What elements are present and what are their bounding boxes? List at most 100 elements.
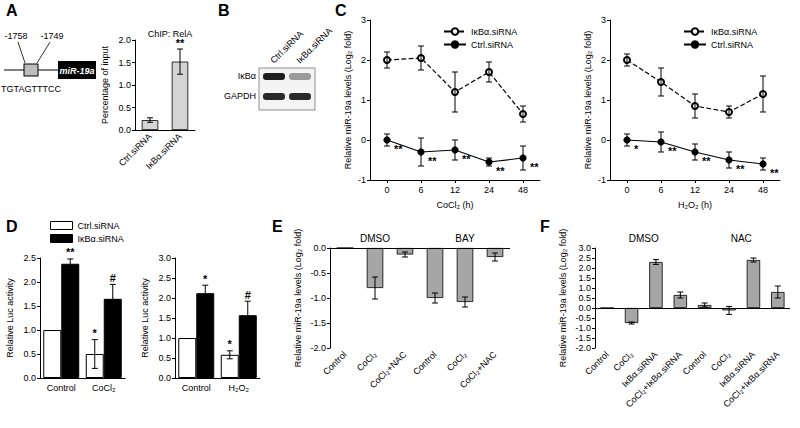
svg-text:1: 1 [361,95,366,105]
svg-text:3.0: 3.0 [158,253,171,263]
svg-text:IκBα.siRNA: IκBα.siRNA [78,234,124,244]
svg-text:CoCl₂+NAC: CoCl₂+NAC [458,349,499,390]
svg-text:0.0: 0.0 [578,303,591,313]
svg-text:**: ** [530,161,539,173]
svg-text:1.0: 1.0 [118,80,131,90]
svg-text:12: 12 [690,185,700,195]
svg-text:2.0: 2.0 [158,293,171,303]
svg-text:1.5: 1.5 [158,313,171,323]
svg-text:CoCl₂+IκBα.siRNA: CoCl₂+IκBα.siRNA [721,349,781,409]
svg-text:*: * [93,327,98,339]
svg-text:DMSO: DMSO [360,233,390,244]
svg-text:**: ** [668,145,677,157]
svg-text:**: ** [66,246,75,258]
svg-text:2.0: 2.0 [23,277,36,287]
svg-text:-1.5: -1.5 [310,318,326,328]
svg-text:Control: Control [411,349,439,377]
svg-text:CoCl₂ (h): CoCl₂ (h) [437,200,474,210]
svg-text:0.5: 0.5 [578,293,591,303]
svg-text:IκBα.siRNA: IκBα.siRNA [711,27,757,37]
svg-text:**: ** [176,37,185,49]
svg-text:24: 24 [484,185,494,195]
svg-text:Percentage of input: Percentage of input [100,45,110,124]
svg-text:B: B [218,2,230,19]
svg-text:#: # [110,272,116,284]
svg-text:#: # [245,289,251,301]
svg-text:Control: Control [321,349,349,377]
svg-text:CoCl₂+IκBα.siRNA: CoCl₂+IκBα.siRNA [624,349,684,409]
svg-text:TGTAGTTTCC: TGTAGTTTCC [1,84,61,94]
svg-text:6: 6 [658,185,663,195]
svg-text:1.5: 1.5 [23,301,36,311]
svg-text:1.0: 1.0 [23,325,36,335]
svg-text:2.0: 2.0 [578,263,591,273]
svg-text:-2.0: -2.0 [310,343,326,353]
svg-text:2.5: 2.5 [158,273,171,283]
svg-text:0.5: 0.5 [23,349,36,359]
svg-text:0.5: 0.5 [158,353,171,363]
svg-text:0: 0 [384,185,389,195]
svg-text:Control: Control [583,349,611,377]
svg-text:-1.5: -1.5 [575,333,591,343]
svg-text:*: * [634,143,639,155]
svg-text:*: * [228,338,233,350]
svg-text:-1: -1 [598,175,606,185]
svg-text:GAPDH: GAPDH [224,91,256,101]
svg-text:**: ** [736,163,745,175]
svg-text:Ctrl.siRNA: Ctrl.siRNA [711,40,753,50]
svg-text:-1: -1 [358,175,366,185]
svg-text:Control: Control [681,349,709,377]
svg-text:Relative miR-19a levels (Log₂: Relative miR-19a levels (Log₂ fold) [583,31,593,170]
svg-text:Ctrl.siRNA: Ctrl.siRNA [268,29,305,66]
svg-text:**: ** [394,143,403,155]
svg-text:0.0: 0.0 [158,373,171,383]
svg-text:-2.0: -2.0 [575,343,591,353]
svg-text:-1758: -1758 [4,31,27,41]
svg-text:2.0: 2.0 [118,35,131,45]
svg-text:0.5: 0.5 [118,103,131,113]
svg-text:2.5: 2.5 [578,253,591,263]
svg-text:Control: Control [182,383,211,393]
svg-text:**: ** [428,155,437,167]
svg-text:2.5: 2.5 [23,253,36,263]
svg-text:12: 12 [450,185,460,195]
svg-text:0: 0 [624,185,629,195]
svg-text:C: C [335,2,347,19]
svg-text:*: * [203,273,208,285]
svg-text:3.0: 3.0 [578,243,591,253]
svg-text:Relative Luc activity: Relative Luc activity [140,278,150,358]
svg-text:0.0: 0.0 [118,125,131,135]
svg-text:**: ** [702,155,711,167]
svg-text:3: 3 [361,15,366,25]
svg-text:E: E [272,218,283,235]
svg-text:miR-19a: miR-19a [59,66,94,76]
svg-text:-1749: -1749 [40,31,63,41]
svg-text:Relative miR-19a levels (Log₂: Relative miR-19a levels (Log₂ fold) [293,229,303,368]
svg-text:Control: Control [47,383,76,393]
svg-text:IκBα.siRNA: IκBα.siRNA [294,26,334,66]
svg-text:Relative miR-19a levels (Log₂: Relative miR-19a levels (Log₂ fold) [558,229,568,368]
svg-text:0.0: 0.0 [23,373,36,383]
svg-text:**: ** [496,165,505,177]
svg-text:F: F [540,218,550,235]
svg-text:NAC: NAC [731,233,752,244]
svg-text:CoCl₂: CoCl₂ [92,383,116,393]
svg-text:**: ** [770,167,779,179]
svg-text:CoCl₂: CoCl₂ [355,349,379,373]
svg-text:H₂O₂: H₂O₂ [229,383,250,393]
svg-text:BAY: BAY [455,233,475,244]
svg-text:Ctrl.siRNA: Ctrl.siRNA [471,40,513,50]
svg-text:1.0: 1.0 [578,283,591,293]
svg-text:0: 0 [601,135,606,145]
svg-text:IκBα: IκBα [238,71,256,81]
svg-text:**: ** [462,153,471,165]
svg-text:2: 2 [601,55,606,65]
svg-text:0: 0 [361,135,366,145]
svg-text:CoCl₂: CoCl₂ [445,349,469,373]
svg-text:1.0: 1.0 [158,333,171,343]
svg-text:1: 1 [601,95,606,105]
svg-text:6: 6 [418,185,423,195]
svg-text:-0.5: -0.5 [310,268,326,278]
svg-text:Relative Luc activity: Relative Luc activity [5,278,15,358]
svg-text:ChIP: RelA: ChIP: RelA [148,29,193,39]
